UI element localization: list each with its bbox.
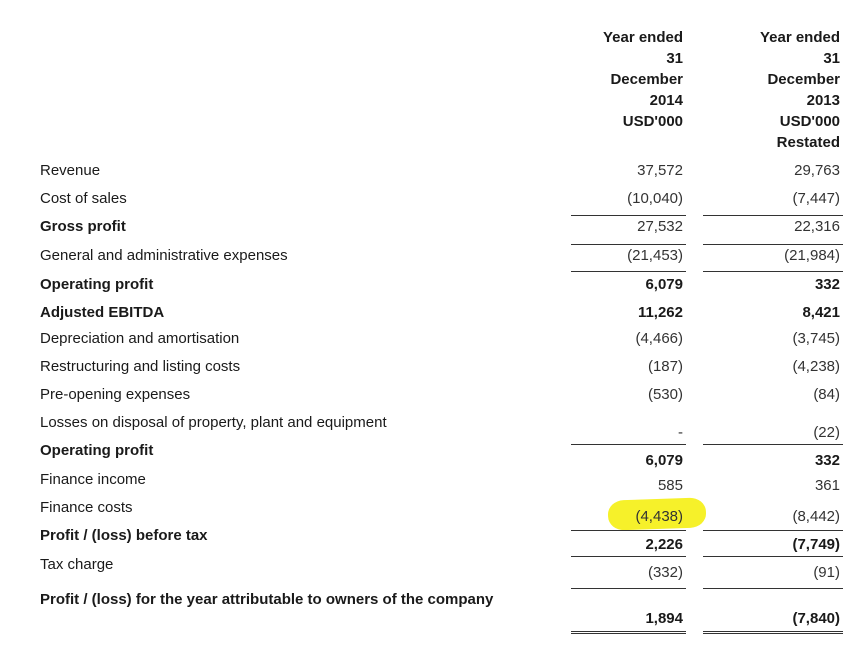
- table-row: Finance costs (4,438) (8,442): [0, 497, 856, 525]
- table-row: Operating profit 6,079 332: [0, 274, 856, 296]
- subtotal-rule: [571, 444, 686, 445]
- value-2014: -: [678, 424, 683, 441]
- value-2013: 22,316: [794, 218, 840, 235]
- header-line: 31: [823, 50, 840, 67]
- table-row: Profit / (loss) before tax 2,226 (7,749): [0, 525, 856, 553]
- row-label: Finance costs: [40, 499, 133, 516]
- table-row: Restructuring and listing costs (187) (4…: [0, 356, 856, 378]
- value-2014: 585: [657, 477, 683, 494]
- final-value-2013: (7,840): [792, 610, 840, 627]
- subtotal-rule: [703, 215, 843, 216]
- value-2013: (3,745): [792, 330, 840, 347]
- row-label: Pre-opening expenses: [40, 386, 191, 403]
- value-2013: (84): [813, 386, 840, 403]
- row-label: Operating profit: [40, 442, 154, 459]
- value-2013: 332: [814, 276, 840, 293]
- row-label: Gross profit: [40, 218, 126, 235]
- row-label: Cost of sales: [40, 190, 127, 207]
- header-line: USD'000: [779, 113, 840, 130]
- value-2014: (332): [647, 564, 683, 581]
- value-2014: (4,438): [635, 508, 683, 525]
- header-line: 2014: [649, 92, 683, 109]
- subtotal-rule: [703, 271, 843, 272]
- subtotal-rule: [703, 588, 843, 589]
- value-2013: (22): [813, 424, 840, 441]
- subtotal-rule: [571, 244, 686, 245]
- subtotal-rule: [571, 530, 686, 531]
- value-2013: (7,447): [792, 190, 840, 207]
- subtotal-rule: [703, 244, 843, 245]
- value-2014: (187): [647, 358, 683, 375]
- value-2013: (4,238): [792, 358, 840, 375]
- header-line: Year ended: [759, 29, 840, 46]
- header-line: December: [767, 71, 840, 88]
- value-2013: (7,749): [792, 536, 840, 553]
- final-row: 1,894 (7,840): [0, 608, 856, 630]
- row-label: Depreciation and amortisation: [40, 330, 240, 347]
- table-row: Losses on disposal of property, plant an…: [0, 412, 856, 441]
- value-2014: (4,466): [635, 330, 683, 347]
- row-label: Losses on disposal of property, plant an…: [40, 414, 387, 431]
- value-2013: (21,984): [784, 247, 840, 264]
- row-label: Restructuring and listing costs: [40, 358, 241, 375]
- row-label: Profit / (loss) before tax: [40, 527, 208, 544]
- subtotal-rule: [703, 556, 843, 557]
- row-label: General and administrative expenses: [40, 247, 288, 264]
- subtotal-rule: [571, 215, 686, 216]
- row-label: Finance income: [40, 471, 146, 488]
- final-value-2014: 1,894: [645, 610, 683, 627]
- value-2014: (21,453): [627, 247, 683, 264]
- table-row: Finance income 585 361: [0, 469, 856, 494]
- table-row: Revenue 37,572 29,763: [0, 160, 856, 182]
- table-row: Pre-opening expenses (530) (84): [0, 384, 856, 406]
- header-line: Restated: [776, 134, 840, 151]
- value-2014: 2,226: [645, 536, 683, 553]
- subtotal-rule: [571, 271, 686, 272]
- header-line: December: [610, 71, 683, 88]
- value-2013: 361: [814, 477, 840, 494]
- subtotal-rule: [571, 556, 686, 557]
- value-2013: (8,442): [792, 508, 840, 525]
- value-2014: 37,572: [637, 162, 683, 179]
- value-2014: 6,079: [645, 452, 683, 469]
- table-row: Depreciation and amortisation (4,466) (3…: [0, 328, 856, 350]
- total-double-rule: [571, 631, 686, 634]
- value-2014: (10,040): [627, 190, 683, 207]
- value-2014: 6,079: [645, 276, 683, 293]
- subtotal-rule: [571, 588, 686, 589]
- value-2013: 332: [814, 452, 840, 469]
- table-row: General and administrative expenses (21,…: [0, 245, 856, 267]
- final-row-label: Profit / (loss) for the year attributabl…: [40, 591, 494, 608]
- value-2013: 8,421: [802, 304, 840, 321]
- value-2014: 11,262: [637, 304, 683, 321]
- table-row: Tax charge (332) (91): [0, 554, 856, 581]
- row-label: Adjusted EBITDA: [40, 304, 165, 321]
- row-label: Operating profit: [40, 276, 154, 293]
- table-row: Cost of sales (10,040) (7,447): [0, 188, 856, 210]
- table-row: Adjusted EBITDA 11,262 8,421: [0, 302, 856, 324]
- header-line: 31: [666, 50, 683, 67]
- header-line: Year ended: [602, 29, 683, 46]
- row-label: Tax charge: [40, 556, 114, 573]
- value-2014: (530): [647, 386, 683, 403]
- subtotal-rule: [703, 444, 843, 445]
- value-2013: 29,763: [794, 162, 840, 179]
- column-header-2014: Year ended 31 December 2014 USD'000: [543, 27, 683, 132]
- total-double-rule: [703, 631, 843, 634]
- table-row: Operating profit 6,079 332: [0, 440, 856, 469]
- value-2013: (91): [813, 564, 840, 581]
- row-label: Revenue: [40, 162, 101, 179]
- header-line: USD'000: [622, 113, 683, 130]
- header-line: 2013: [806, 92, 840, 109]
- table-row: Gross profit 27,532 22,316: [0, 216, 856, 238]
- value-2014: 27,532: [637, 218, 683, 235]
- column-header-2013: Year ended 31 December 2013 USD'000 Rest…: [700, 27, 840, 153]
- subtotal-rule: [703, 530, 843, 531]
